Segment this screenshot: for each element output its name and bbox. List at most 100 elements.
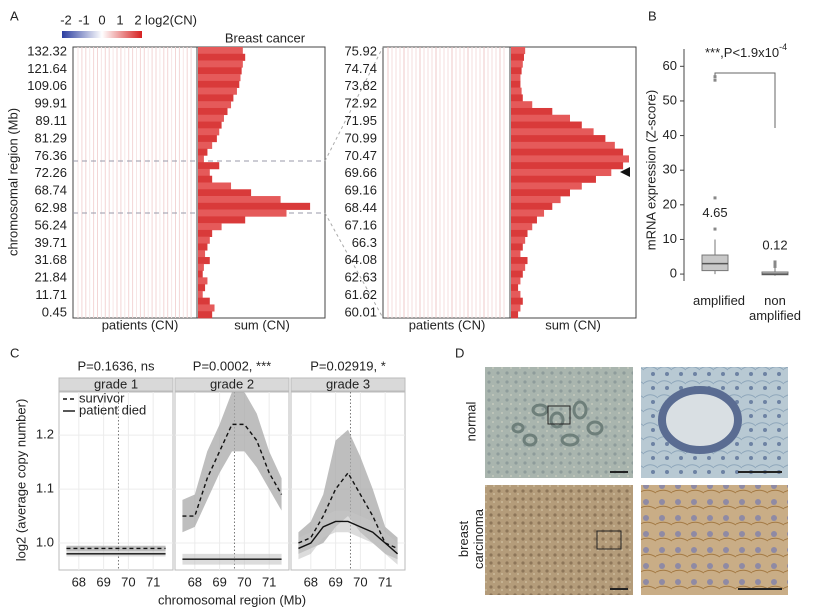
sum-bar [511, 107, 553, 116]
sum-bar [198, 107, 228, 116]
inset-box [596, 530, 622, 550]
sum-bar [511, 94, 523, 102]
sum-bar [198, 297, 210, 305]
sum-bar [198, 304, 215, 312]
x-tick-label: amplified [693, 293, 746, 308]
facet-strip [174, 377, 290, 392]
x-label: sum (CN) [234, 317, 290, 332]
sum-bar [511, 114, 570, 122]
row-label: 31.68 [34, 252, 67, 267]
sum-bar [198, 121, 222, 129]
row-label: 73.82 [344, 78, 377, 93]
x-tick-label: 69 [328, 574, 342, 589]
heatmap-texture [77, 47, 505, 318]
outlier [773, 262, 777, 266]
x-tick-label: 69 [96, 574, 110, 589]
sum-bar [511, 87, 522, 95]
sum-bar [198, 114, 224, 122]
row-label: 70.99 [344, 130, 377, 145]
glands [511, 400, 604, 447]
sum-bar [511, 148, 624, 156]
row-label: 109.06 [27, 78, 67, 93]
panel-label: B [648, 8, 657, 23]
outlier [713, 78, 717, 82]
sum-bar [511, 182, 582, 190]
row-label: 76.36 [34, 148, 67, 163]
outlier [773, 264, 777, 268]
y-tick-label: 1.1 [36, 481, 54, 496]
facet-strip [290, 377, 406, 392]
row-label: 70.47 [344, 148, 377, 163]
x-tick-label: 68 [72, 574, 86, 589]
mean-label: 0.12 [762, 237, 787, 252]
confidence-band [182, 392, 282, 533]
facet-name: grade 2 [210, 376, 254, 391]
sum-bar [198, 223, 222, 231]
colorbar-tick-label: 2 [134, 12, 141, 27]
row-label: normal [463, 401, 479, 442]
sum-bar [198, 155, 204, 163]
y-tick-label: 60 [663, 58, 677, 73]
sum-bar [198, 243, 208, 251]
row-label: 69.16 [344, 183, 377, 198]
annotation: ***,P<1.9x10-4 [705, 42, 787, 60]
significance-bracket [714, 72, 776, 128]
row-label: 67.16 [344, 217, 377, 232]
sum-bar [511, 67, 522, 75]
y-tick-label: 30 [663, 162, 677, 177]
sum-bar [198, 202, 311, 210]
outlier [713, 196, 717, 200]
box [701, 254, 729, 272]
sum-bar [511, 60, 523, 68]
row-label: 64.08 [344, 252, 377, 267]
sum-bar [198, 135, 217, 143]
sum-bar [511, 257, 528, 265]
sum-bar [198, 216, 246, 224]
sum-bar [198, 290, 203, 298]
row-label: 69.66 [344, 165, 377, 180]
sum-bar [511, 284, 519, 292]
sum-bar [198, 196, 281, 204]
sum-bar [198, 148, 208, 156]
sum-bar [511, 128, 594, 136]
sum-bar [198, 80, 240, 88]
row-label: 0.45 [42, 304, 67, 319]
x-tick-label: 69 [212, 574, 226, 589]
row-label: 68.44 [344, 200, 377, 215]
y-tick-label: 50 [663, 92, 677, 107]
facet-panel [58, 391, 174, 571]
x-axis-label: chromosomal region (Mb) [158, 592, 306, 607]
row-label: 39.71 [34, 235, 67, 250]
zoom-connector [324, 212, 384, 319]
colorbar [62, 31, 142, 38]
sum-bar [198, 53, 246, 61]
sum-bar [198, 175, 213, 183]
series-line [298, 520, 399, 555]
sum-bar [198, 209, 287, 217]
outlier [713, 227, 717, 231]
x-tick-label: 70 [121, 574, 135, 589]
colorbar-tick-label: -2 [60, 12, 72, 27]
row-label: 56.24 [34, 217, 67, 232]
row-label: 62.63 [344, 270, 377, 285]
x-tick-label: 71 [262, 574, 276, 589]
facet-name: grade 1 [94, 376, 138, 391]
x-tick-label: 71 [378, 574, 392, 589]
x-tick-label: 70 [353, 574, 367, 589]
sum-bar [198, 284, 206, 292]
y-axis-label: mRNA expression (Z-score) [643, 90, 658, 250]
panel-label: C [10, 345, 19, 360]
row-label: 72.26 [34, 165, 67, 180]
sum-bar [511, 250, 521, 258]
sum-bar [511, 223, 533, 231]
facet-title: P=0.1636, ns [78, 358, 155, 373]
y-tick-label: 10 [663, 231, 677, 246]
annotation-text: ***,P<1.9x10 [705, 45, 779, 60]
colorbar-tick-label: -1 [78, 12, 90, 27]
sum-bar [511, 135, 606, 143]
sum-bar [511, 162, 624, 170]
sum-bar [198, 257, 210, 265]
row-label: 81.29 [34, 130, 67, 145]
sum-bar [511, 216, 537, 224]
